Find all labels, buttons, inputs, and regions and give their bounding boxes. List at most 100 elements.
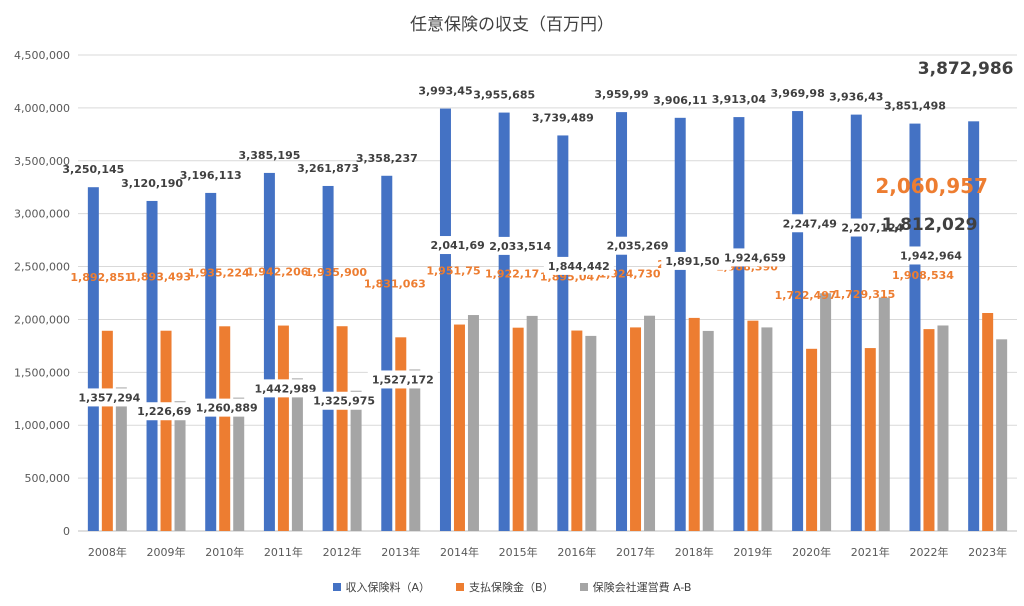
bar-payout	[219, 326, 231, 531]
bar-payout	[864, 348, 876, 531]
bar-operating	[174, 401, 186, 531]
data-label-group: 1,260,889	[191, 398, 262, 417]
data-label-operating: 2,247,490	[783, 217, 845, 230]
data-label-income: 3,385,195	[238, 149, 300, 162]
data-label-payout: 1,831,063	[364, 277, 426, 290]
data-label-payout: 1,922,17	[485, 268, 539, 281]
data-label-group: 2,247,490	[778, 214, 849, 233]
y-tick-label: 500,000	[25, 472, 71, 485]
y-tick-label: 1,500,000	[14, 366, 70, 379]
bar-income	[616, 112, 628, 531]
data-label-group: 1,935,900	[305, 266, 367, 279]
data-label-income: 3,120,190	[121, 177, 183, 190]
y-tick-label: 3,000,000	[14, 208, 70, 221]
data-label-income: 3,358,237	[356, 152, 418, 165]
bar-operating	[820, 293, 832, 531]
data-label-group: 3,120,190	[121, 177, 183, 190]
data-label-group: 3,906,11	[653, 94, 707, 107]
legend-swatch	[456, 583, 465, 591]
bar-payout	[160, 330, 172, 531]
data-label-operating: 2,033,514	[489, 240, 551, 253]
data-label-payout: 1,722,497	[775, 289, 837, 302]
data-label-payout: 1,892,851	[70, 271, 132, 284]
data-label-operating: 1,325,975	[313, 395, 375, 408]
bar-operating	[467, 315, 479, 531]
data-label-income: 3,261,873	[297, 162, 359, 175]
data-label-box	[837, 218, 908, 237]
data-label-payout: 1,951,75	[426, 265, 480, 278]
data-label-operating: 1,844,442	[548, 260, 610, 273]
data-label-group: 1,325,975	[309, 391, 380, 410]
data-label-operating: 1,942,964	[900, 249, 962, 262]
data-label-group: 1,951,75	[426, 265, 480, 278]
data-label-box	[74, 388, 145, 407]
x-tick-label: 2022年	[909, 545, 948, 559]
data-label-payout: 1,935,224	[188, 266, 250, 279]
data-label-group: 1,831,063	[364, 277, 426, 290]
bar-payout	[571, 330, 583, 531]
bar-income	[557, 135, 569, 531]
bar-operating	[526, 315, 538, 531]
legend-item: 保険会社運営費 A-B	[579, 579, 692, 595]
x-tick-label: 2011年	[264, 545, 303, 559]
data-label-group: 1,844,442	[543, 256, 614, 275]
data-label-group: 3,959,99	[594, 88, 648, 101]
bar-income	[792, 111, 804, 531]
data-label-group: 1,226,697	[133, 402, 204, 421]
data-label-group: 1,891,501	[661, 251, 732, 270]
legend-item: 支払保険金（B）	[456, 579, 554, 595]
bar-income	[909, 123, 921, 531]
bar-income	[850, 114, 862, 532]
x-tick-label: 2016年	[557, 545, 596, 559]
y-tick-label: 0	[63, 525, 70, 538]
bar-payout	[101, 330, 113, 531]
bar-income	[674, 117, 686, 531]
data-label-group: 2,041,695	[426, 236, 497, 255]
data-label-box	[543, 256, 614, 275]
data-label-box	[367, 370, 438, 389]
data-label-income: 3,906,11	[653, 94, 707, 107]
legend-label: 保険会社運営費 A-B	[592, 581, 692, 594]
data-label-box	[719, 248, 790, 267]
data-label-payout: 1,942,206	[246, 266, 308, 279]
data-label-operating: 1,260,889	[196, 402, 258, 415]
data-label-income: 3,739,489	[532, 111, 594, 124]
data-label-group: 1,922,17	[485, 268, 539, 281]
data-label-group: 2,035,269	[602, 236, 673, 255]
data-label-group: 1,942,206	[246, 266, 308, 279]
data-label-payout: 2,060,957	[875, 174, 988, 198]
bar-payout	[688, 317, 700, 531]
bar-operating	[702, 330, 714, 531]
bar-chart: 0 500,000 1,000,000 1,500,000 2,000,000 2,500…	[14, 49, 1017, 559]
x-tick-label: 2023年	[968, 545, 1007, 559]
y-tick-label: 4,000,000	[14, 102, 70, 115]
data-label-income: 3,969,98	[770, 87, 824, 100]
data-label-group: 1,812,029	[882, 215, 978, 235]
data-label-box	[661, 251, 732, 270]
data-label-group: 3,196,113	[180, 169, 242, 182]
data-label-payout: 1,729,315	[833, 288, 895, 301]
data-label-group: 2,060,957	[875, 174, 988, 198]
bar-operating	[115, 387, 127, 531]
bar-operating	[937, 325, 949, 531]
data-label-payout: 1,908,534	[892, 269, 954, 282]
x-axis: 2008年 2009年 2010年 2011年 2012年 2013年 2014年 2015年…	[88, 545, 1007, 559]
data-label-group: 1,924,659	[719, 248, 790, 267]
data-label-operating: 2,035,269	[607, 240, 669, 253]
data-label-payout: 1,893,493	[129, 271, 191, 284]
data-label-operating: 1,891,501	[665, 255, 727, 268]
bar-payout	[453, 324, 465, 531]
data-label-income: 3,955,685	[473, 89, 535, 102]
bar-operating	[233, 397, 245, 531]
y-axis: 0 500,000 1,000,000 1,500,000 2,000,000 2,500…	[14, 49, 70, 538]
bar-payout	[923, 329, 935, 531]
bar-payout	[806, 348, 818, 531]
data-label-group: 1,893,493	[129, 271, 191, 284]
data-label-group: 3,358,237	[356, 152, 418, 165]
x-tick-label: 2008年	[88, 545, 127, 559]
data-label-income: 3,250,145	[62, 163, 124, 176]
data-label-operating: 1,924,659	[724, 251, 786, 264]
data-label-box	[250, 379, 321, 398]
bar-operating	[350, 390, 362, 531]
data-label-group: 1,908,534	[892, 269, 954, 282]
